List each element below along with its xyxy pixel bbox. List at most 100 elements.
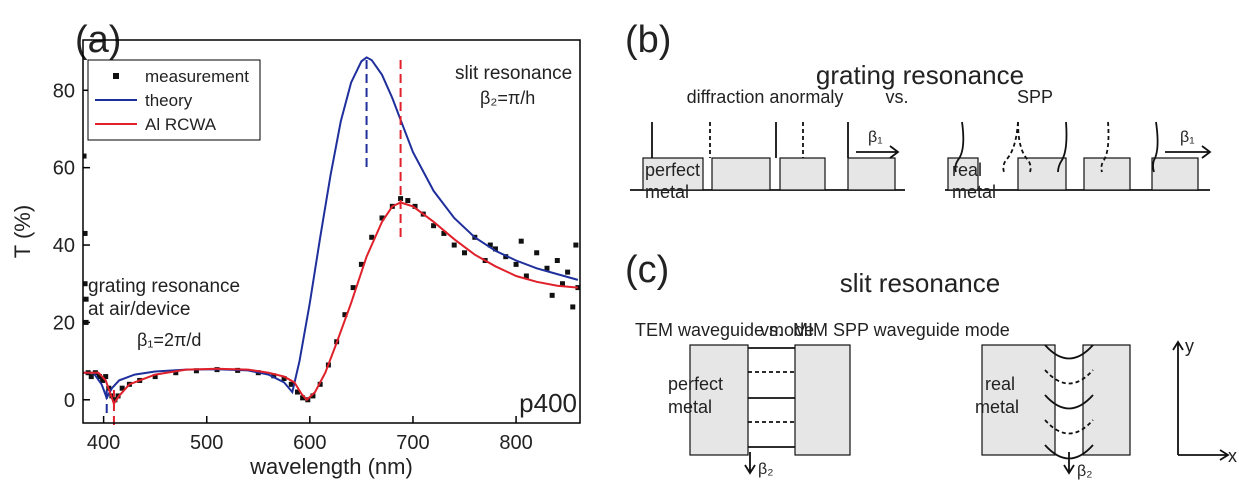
- data-point: [350, 285, 356, 291]
- data-point: [559, 281, 565, 287]
- coordinate-axes: [1172, 340, 1230, 461]
- data-point: [358, 261, 364, 267]
- annotation: p400: [519, 388, 577, 418]
- data-point: [100, 377, 106, 383]
- data-point: [405, 198, 411, 204]
- annotation: grating resonance: [88, 276, 240, 297]
- metal-block: [779, 157, 826, 191]
- metal-block: [689, 344, 749, 456]
- beta-label: β₂: [758, 461, 773, 478]
- data-point: [462, 250, 468, 256]
- axis-name: y: [1185, 336, 1194, 356]
- panel-b: (b) grating resonance diffraction anorma…: [625, 19, 1212, 202]
- y-tick-label: 60: [53, 158, 75, 180]
- data-point: [379, 215, 385, 221]
- data-point: [554, 258, 560, 264]
- axis-name: x: [1228, 446, 1237, 466]
- arrow: [856, 145, 900, 159]
- data-point: [281, 376, 287, 382]
- data-point: [549, 292, 555, 298]
- data-point: [398, 196, 404, 202]
- data-point: [173, 370, 179, 376]
- field-curve: [1044, 369, 1094, 435]
- panel-title: slit resonance: [840, 268, 1000, 298]
- data-point: [119, 385, 125, 391]
- metal-label: metal: [645, 182, 689, 202]
- data-point: [412, 203, 418, 209]
- metal-block: [1082, 344, 1131, 456]
- data-point: [83, 296, 89, 302]
- metal-block: [947, 157, 979, 191]
- annotation: at air/device: [88, 299, 190, 320]
- annotation: slit resonance: [455, 63, 572, 84]
- metal-label: real: [952, 160, 982, 180]
- beta-label: β₂: [1077, 463, 1092, 480]
- x-tick-label: 800: [499, 432, 532, 454]
- data-point: [431, 223, 437, 229]
- data-point: [288, 381, 294, 387]
- beta-label: β₁: [868, 129, 883, 146]
- metal-label: perfect: [668, 374, 723, 394]
- data-point: [103, 374, 109, 380]
- metal-block: [847, 157, 896, 191]
- data-point: [451, 242, 457, 248]
- plot-area: [83, 56, 580, 406]
- data-point: [300, 395, 306, 401]
- y-tick-label: 20: [53, 312, 75, 334]
- data-point: [534, 250, 540, 256]
- data-point: [112, 397, 118, 403]
- data-point: [271, 373, 277, 379]
- field-curve: [954, 121, 965, 173]
- diagram-label: MIM SPP waveguide mode: [793, 320, 1010, 340]
- x-tick-label: 400: [87, 432, 120, 454]
- data-point: [570, 304, 576, 310]
- diagram-label: TEM waveguide mode: [635, 320, 814, 340]
- data-point: [83, 281, 88, 287]
- panel-title: grating resonance: [816, 60, 1024, 90]
- data-point: [83, 230, 88, 236]
- arrow: [1165, 145, 1212, 159]
- data-point: [152, 374, 158, 380]
- data-point: [523, 273, 529, 279]
- metal-label: metal: [952, 182, 996, 202]
- data-point: [369, 234, 375, 240]
- field-curve: [1057, 121, 1068, 173]
- arrow: [744, 452, 756, 475]
- arrow: [1063, 452, 1075, 475]
- metal-block: [794, 344, 851, 456]
- panel-label: (b): [625, 19, 671, 61]
- data-point: [487, 242, 493, 248]
- x-axis-label: wavelength (nm): [249, 454, 413, 479]
- legend-swatch: [113, 73, 119, 79]
- diagram-label: diffraction anormaly: [687, 87, 844, 107]
- data-point: [342, 312, 348, 318]
- field-curve: [1017, 121, 1032, 173]
- panel-label: (c): [625, 249, 669, 291]
- beta-label: β₁: [1180, 129, 1195, 146]
- data-point: [96, 374, 102, 380]
- diagram-label: vs.: [760, 320, 783, 340]
- y-tick-label: 80: [53, 80, 75, 102]
- data-point: [573, 242, 579, 248]
- diagram-label: SPP: [1017, 87, 1053, 107]
- y-axis-label: T (%): [10, 205, 35, 258]
- data-point: [88, 374, 94, 380]
- data-point: [518, 238, 524, 244]
- metal-label: perfect: [645, 160, 700, 180]
- metal-label: real: [985, 374, 1015, 394]
- series-line: [83, 201, 578, 406]
- annotation: β₂=π/h: [480, 88, 535, 108]
- x-tick-label: 500: [190, 432, 223, 454]
- data-point: [83, 153, 87, 159]
- field-curve: [1152, 121, 1159, 173]
- legend-label: measurement: [145, 67, 249, 86]
- diagram-label: vs.: [885, 87, 908, 107]
- data-point: [310, 393, 316, 399]
- data-point: [513, 261, 519, 267]
- metal-label: metal: [668, 397, 712, 417]
- data-point: [294, 389, 300, 395]
- data-point: [565, 269, 571, 275]
- data-point: [492, 246, 498, 252]
- data-point: [441, 230, 447, 236]
